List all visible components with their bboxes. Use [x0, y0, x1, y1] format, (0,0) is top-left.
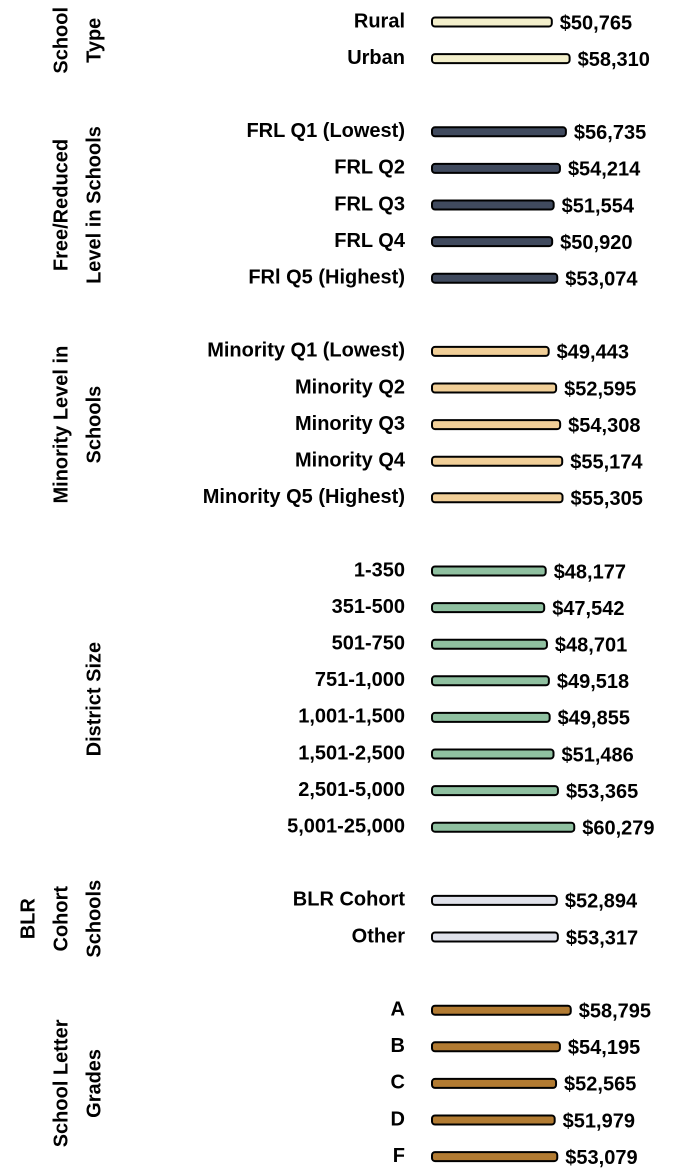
category-label: 1,001-1,500: [298, 706, 405, 728]
group-label: Minority Level in: [50, 346, 72, 504]
value-label: $50,765: [560, 12, 632, 34]
group-label: Schools: [83, 880, 105, 958]
bar: [431, 16, 553, 28]
category-label: Minority Q4: [295, 449, 406, 471]
category-label: BLR Cohort: [293, 889, 406, 911]
value-label: $53,365: [566, 781, 638, 803]
bar: [431, 345, 550, 357]
bar: [431, 1077, 558, 1089]
bar: [431, 931, 559, 943]
category-label: 1,501-2,500: [298, 742, 405, 764]
bar: [431, 821, 576, 833]
value-label: $52,565: [564, 1074, 636, 1096]
value-label: $53,079: [565, 1147, 637, 1169]
category-label: FRL Q3: [334, 193, 405, 215]
group-label: Free/Reduced: [50, 139, 72, 271]
category-label: Minority Q1 (Lowest): [207, 340, 405, 362]
category-label: 351-500: [332, 596, 405, 618]
bar: [431, 565, 547, 577]
value-label: $53,074: [565, 268, 638, 290]
value-label: $54,308: [568, 415, 640, 437]
value-label: $47,542: [552, 598, 624, 620]
bar: [431, 785, 559, 797]
group-label: School: [50, 7, 72, 74]
value-label: $48,701: [555, 634, 627, 656]
value-label: $58,795: [579, 1000, 651, 1022]
value-label: $52,595: [564, 378, 636, 400]
bar: [431, 126, 567, 138]
bar: [431, 1151, 559, 1163]
category-label: FRL Q2: [334, 157, 405, 179]
bar: [431, 382, 558, 394]
category-label: F: [393, 1145, 405, 1167]
bar: [431, 419, 562, 431]
category-label: Minority Q2: [295, 376, 405, 398]
category-label: C: [391, 1072, 405, 1094]
bar: [431, 236, 554, 248]
category-label: 2,501-5,000: [298, 779, 405, 801]
value-label: $54,214: [568, 159, 641, 181]
category-label: Rural: [354, 10, 405, 32]
category-label: Urban: [347, 47, 405, 69]
category-label: D: [391, 1108, 405, 1130]
group-label: School Letter: [50, 1019, 72, 1147]
category-label: FRL Q4: [334, 230, 406, 252]
bar: [431, 638, 548, 650]
group-label: Schools: [83, 386, 105, 464]
category-label: Minority Q3: [295, 413, 405, 435]
value-label: $52,894: [565, 891, 638, 913]
value-label: $56,735: [574, 122, 646, 144]
category-label: Other: [352, 925, 406, 947]
bar: [431, 492, 564, 504]
group-label: Cohort: [50, 886, 72, 952]
value-label: $53,317: [566, 927, 638, 949]
category-label: 5,001-25,000: [287, 815, 405, 837]
bar: [431, 602, 546, 614]
value-label: $51,554: [562, 195, 635, 217]
group-label: Level in Schools: [83, 126, 105, 284]
category-label: 501-750: [332, 632, 405, 654]
category-label: FRl Q5 (Highest): [248, 266, 405, 288]
bar: [431, 675, 550, 687]
bar: [431, 1004, 572, 1016]
value-label: $49,855: [558, 708, 630, 730]
bar: [431, 748, 555, 760]
value-label: $54,195: [568, 1037, 640, 1059]
bar: [431, 1041, 561, 1053]
group-label: Grades: [83, 1049, 105, 1118]
bar: [431, 1114, 556, 1126]
category-label: FRL Q1 (Lowest): [246, 120, 405, 142]
value-label: $51,979: [563, 1110, 635, 1132]
bar: [431, 272, 559, 284]
group-label: Type: [83, 18, 105, 63]
group-label: District Size: [83, 642, 105, 756]
category-label: A: [391, 998, 405, 1020]
bar: [431, 894, 558, 906]
category-label: B: [391, 1035, 405, 1057]
bar: [431, 162, 561, 174]
value-label: $58,310: [578, 49, 650, 71]
value-label: $49,518: [557, 671, 629, 693]
value-label: $55,305: [571, 488, 643, 510]
value-label: $55,174: [570, 451, 643, 473]
bar: [431, 199, 555, 211]
value-label: $48,177: [554, 561, 626, 583]
category-label: Minority Q5 (Highest): [203, 486, 405, 508]
category-label: 751-1,000: [315, 669, 405, 691]
bar: [431, 711, 551, 723]
group-label: BLR: [17, 898, 39, 940]
bar: [431, 455, 564, 467]
category-label: 1-350: [354, 559, 405, 581]
bar: [431, 53, 571, 65]
value-label: $60,279: [582, 817, 654, 839]
value-label: $51,486: [562, 744, 634, 766]
value-label: $49,443: [557, 342, 629, 364]
value-label: $50,920: [560, 232, 632, 254]
